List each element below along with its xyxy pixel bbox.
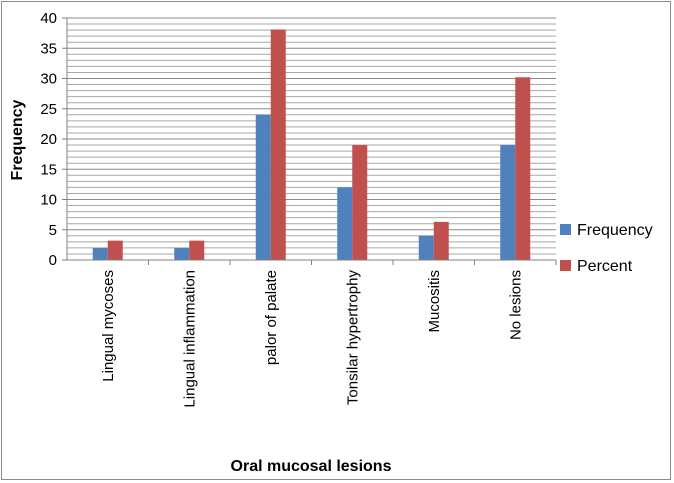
y-tick-label: 35 xyxy=(40,40,57,57)
bar-frequency xyxy=(500,145,516,260)
legend-label-frequency: Frequency xyxy=(577,222,653,239)
bar-frequency xyxy=(418,235,434,260)
y-axis-title: Frequency xyxy=(9,99,26,180)
legend: Frequency Percent xyxy=(560,222,653,275)
y-tick-label: 5 xyxy=(49,222,57,239)
x-tick-label: No lesions xyxy=(507,270,524,340)
y-tick-label: 30 xyxy=(40,71,57,88)
bar-percent xyxy=(352,145,368,260)
bar-frequency xyxy=(337,187,353,260)
x-tick-label: Lingual mycoses xyxy=(100,270,117,382)
legend-label-percent: Percent xyxy=(577,258,633,275)
bar-frequency xyxy=(92,247,108,260)
bars xyxy=(92,29,531,261)
bar-percent xyxy=(270,29,286,261)
y-tick-label: 0 xyxy=(49,252,57,269)
bar-percent xyxy=(189,240,205,260)
x-tick-label: Lingual inflammation xyxy=(181,270,198,408)
y-tick-label: 20 xyxy=(40,131,57,148)
x-tick-labels: Lingual mycoses Lingual inflammation palor… xyxy=(100,270,525,408)
bar-percent xyxy=(515,77,531,260)
y-tick-label: 10 xyxy=(40,192,57,209)
x-tick-label: Mucositis xyxy=(426,270,443,333)
gridlines xyxy=(67,17,556,261)
bar-percent xyxy=(107,240,123,260)
legend-swatch-percent xyxy=(560,260,571,271)
bar-frequency xyxy=(174,247,190,260)
y-tick-label: 40 xyxy=(40,10,57,27)
y-tick-label: 15 xyxy=(40,161,57,178)
bar-frequency xyxy=(255,114,271,260)
bar-percent xyxy=(433,221,449,260)
y-tick-label: 25 xyxy=(40,101,57,118)
axes xyxy=(62,17,557,265)
x-tick-label: Tonsilar hypertrophy xyxy=(344,270,361,406)
x-axis-title: Oral mucosal lesions xyxy=(231,458,392,475)
legend-swatch-frequency xyxy=(560,224,571,235)
x-tick-label: palor of palate xyxy=(263,270,280,365)
y-tick-labels: 0 5 10 15 20 25 30 35 40 xyxy=(40,10,57,269)
